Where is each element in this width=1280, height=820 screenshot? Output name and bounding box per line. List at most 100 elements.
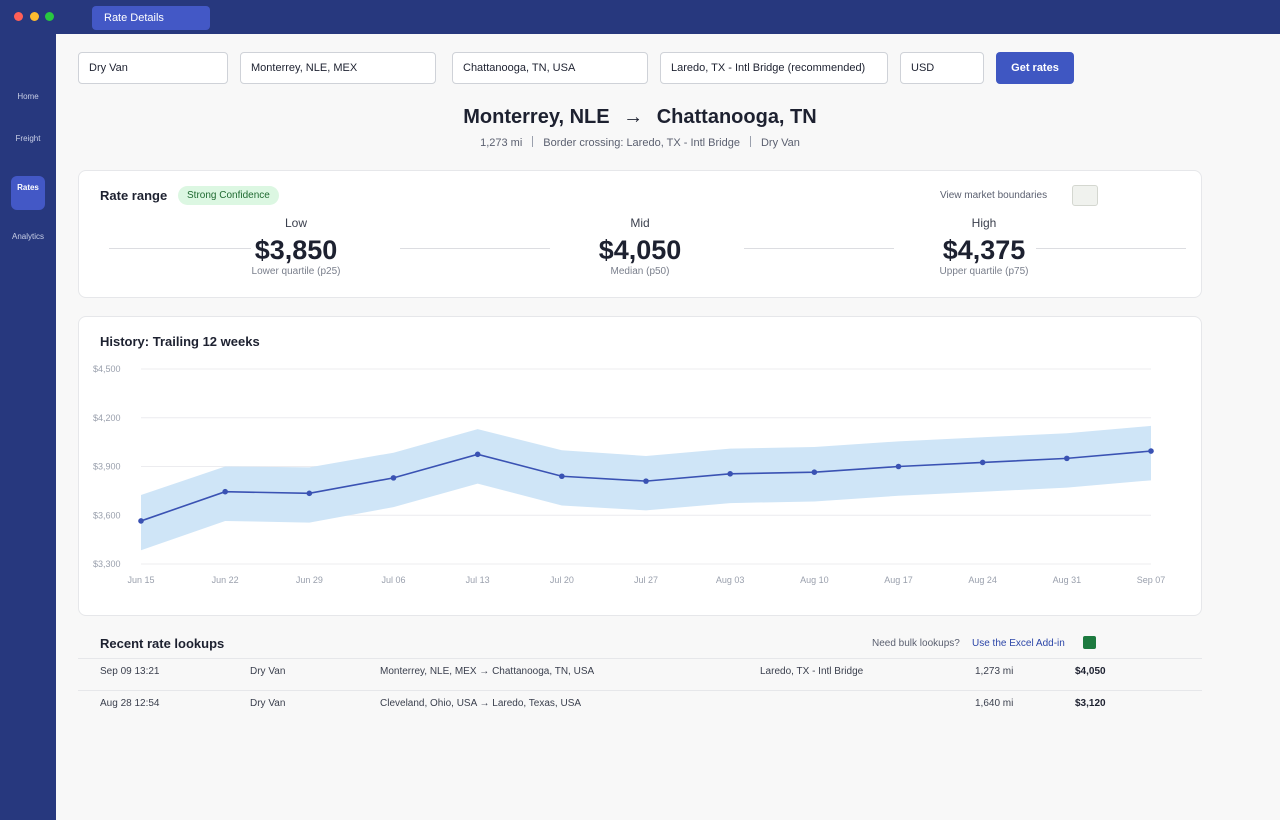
divider [749,136,751,147]
x-tick-label: Jun 29 [296,575,323,585]
equipment-select[interactable]: Dry Van [78,52,228,84]
minimize-window-button[interactable] [30,12,39,21]
x-tick-label: Jun 15 [127,575,154,585]
market-boundaries-label: View market boundaries [940,190,1048,201]
lookup-date: Sep 09 13:21 [100,666,160,677]
get-rates-button[interactable]: Get rates [996,52,1074,84]
currency-select[interactable]: USD [900,52,984,84]
row-divider [78,658,1202,659]
sidebar-item-analytics[interactable]: Analytics [11,232,44,241]
data-point [1064,455,1070,462]
origin-input[interactable]: Monterrey, NLE, MEX [240,52,436,84]
title-bar: Rate Details [0,0,1280,34]
low-rate-label: Low [284,216,307,230]
x-tick-label: Jul 06 [381,575,405,585]
lookup-rate: $4,050 [1075,666,1106,677]
y-tick-label: $4,500 [93,364,121,374]
sidebar-item-rates[interactable]: Rates [11,176,45,210]
high-rate-label: High [971,216,997,230]
y-tick-label: $3,600 [93,510,121,520]
x-tick-label: Jul 13 [466,575,490,585]
data-point [895,463,902,470]
low-rate-sub: Lower quartile (p25) [251,266,341,277]
confidence-badge: Strong Confidence [178,186,279,205]
x-tick-label: Jul 20 [550,575,574,585]
x-tick-label: Sep 07 [1137,575,1166,585]
divider [532,136,534,147]
y-tick-label: $3,300 [93,559,121,569]
data-point [727,471,733,477]
x-tick-label: Jun 22 [212,575,239,585]
data-point [138,518,144,524]
x-tick-label: Aug 17 [884,575,913,585]
lookup-distance: 1,273 mi [975,666,1014,677]
high-rate-value: $4,375 [942,235,1026,265]
mid-rate: Mid $4,050 Median (p50) [540,216,740,277]
lookup-border: Laredo, TX - Intl Bridge [760,666,864,677]
sidebar-item-freight[interactable]: Freight [15,134,41,143]
excel-icon[interactable] [1083,636,1096,649]
range-line [400,248,550,249]
x-tick-label: Aug 10 [800,575,829,585]
route-origin: Monterrey, NLE [463,106,610,128]
data-point [811,469,818,475]
x-tick-label: Aug 03 [716,575,745,585]
lookup-rate: $3,120 [1075,698,1106,709]
x-tick-label: Aug 24 [968,575,997,585]
rate-range-title: Rate range [100,188,168,203]
high-rate: High $4,375 Upper quartile (p75) [884,216,1084,277]
confidence-band [141,425,1151,551]
route-meta: 1,273 mi Border crossing: Laredo, TX - In… [56,136,1224,149]
lookup-date: Aug 28 12:54 [100,698,160,709]
excel-addin-link[interactable]: Use the Excel Add-in [972,638,1065,649]
route-destination: Chattanooga, TN [656,106,817,128]
lookup-distance: 1,640 mi [975,698,1014,709]
market-boundaries-toggle[interactable] [1072,185,1098,206]
destination-input[interactable]: Chattanooga, TN, USA [452,52,648,84]
data-point [643,478,649,484]
y-tick-label: $4,200 [93,413,121,423]
route-border: Border crossing: Laredo, TX - Intl Bridg… [543,137,740,149]
mid-rate-value: $4,050 [598,235,682,265]
history-chart: $3,300 $3,600 $3,900 $4,200 $4,500 Jun 15 Jun … [93,364,1166,585]
row-divider [78,690,1202,691]
x-tick-label: Jul 27 [634,575,658,585]
tab-rate-details[interactable]: Rate Details [92,6,210,30]
data-point [306,490,313,497]
low-rate: Low $3,850 Lower quartile (p25) [196,216,396,277]
page-title: Monterrey, NLE → Chattanooga, TN [56,106,1224,129]
data-point [979,459,986,466]
range-line [744,248,894,249]
lookup-lane: Monterrey, NLE, MEX → Chattanooga, TN, U… [380,666,595,677]
data-point [222,488,228,495]
high-rate-sub: Upper quartile (p75) [939,266,1029,277]
bulk-lookups-question: Need bulk lookups? [872,638,960,649]
x-tick-label: Aug 31 [1053,575,1082,585]
rate-range-card: Rate range Strong Confidence View market… [78,170,1202,298]
lookup-lane: Cleveland, Ohio, USA → Laredo, Texas, US… [380,698,582,709]
data-point [390,475,397,481]
sidebar: Home Freight Rates Analytics [0,34,56,820]
mid-rate-sub: Median (p50) [610,266,670,277]
range-line [1036,248,1186,249]
route-distance: 1,273 mi [480,137,523,149]
main-content: Dry Van Monterrey, NLE, MEX Chattanooga,… [56,34,1280,820]
close-window-button[interactable] [14,12,23,21]
data-point [474,451,481,458]
low-rate-value: $3,850 [254,235,338,265]
data-point [1148,448,1154,454]
range-line [109,248,251,249]
arrow-right-icon: → [623,106,644,128]
history-card: History: Trailing 12 weeks $3,300 $3,600 $… [78,316,1202,616]
lookup-equipment: Dry Van [250,666,286,677]
data-point [559,473,565,480]
sidebar-item-home[interactable]: Home [17,92,39,101]
history-title: History: Trailing 12 weeks [100,334,260,349]
lookup-equipment: Dry Van [250,698,286,709]
y-tick-label: $3,900 [93,462,121,472]
mid-rate-label: Mid [630,216,650,230]
maximize-window-button[interactable] [45,12,54,21]
border-crossing-select[interactable]: Laredo, TX - Intl Bridge (recommended) [660,52,888,84]
recent-lookups-title: Recent rate lookups [100,636,225,651]
route-equipment: Dry Van [760,137,800,149]
